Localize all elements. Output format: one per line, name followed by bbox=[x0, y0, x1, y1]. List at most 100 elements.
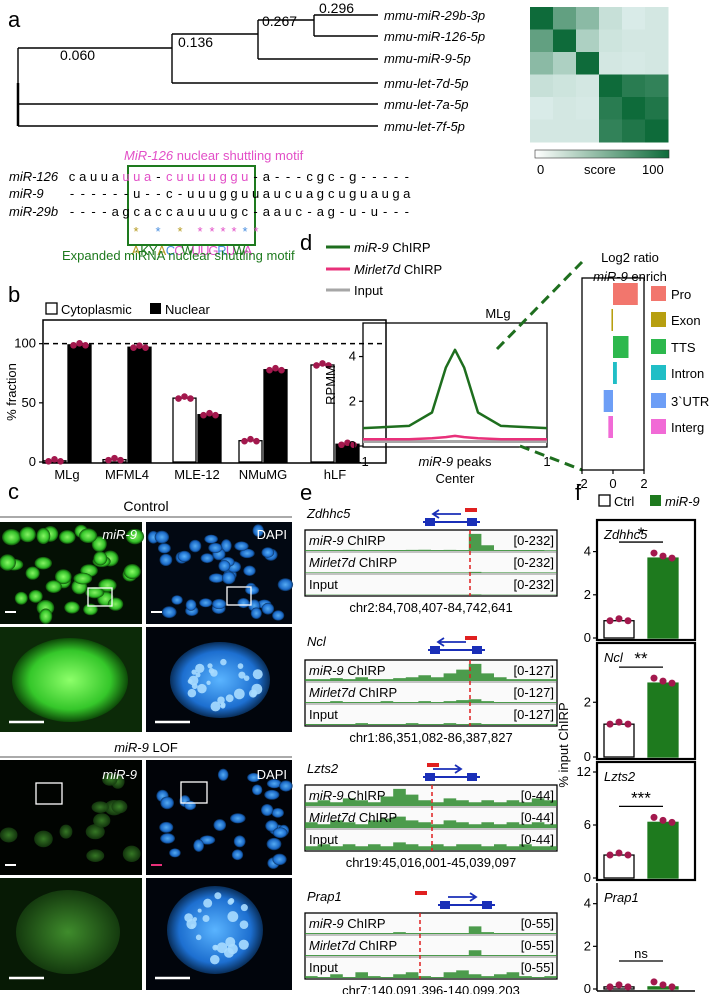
cell-nucleus bbox=[91, 801, 109, 814]
x-axis-label: miR-9 peaks bbox=[419, 454, 492, 469]
replicate-point bbox=[650, 978, 658, 986]
enrichment-bar bbox=[608, 416, 613, 438]
sequence-char: a bbox=[403, 186, 411, 201]
conservation-star: * bbox=[253, 224, 258, 239]
legend-swatch bbox=[651, 365, 666, 380]
subplot-gene: Zdhhc5 bbox=[603, 527, 648, 542]
enrichment-bar bbox=[603, 390, 613, 412]
heatmap-cell bbox=[553, 7, 577, 30]
cell-nucleus bbox=[193, 839, 204, 852]
x-category-label: hLF bbox=[324, 467, 346, 482]
x-category-label: MFML4 bbox=[105, 467, 149, 482]
replicate-point bbox=[272, 364, 279, 372]
cell-nucleus bbox=[85, 586, 105, 599]
sequence-char: - bbox=[405, 204, 409, 219]
cell-nucleus bbox=[122, 845, 141, 863]
zoom-box bbox=[180, 781, 208, 804]
chromocenter bbox=[240, 904, 248, 912]
replicate-point bbox=[200, 411, 207, 419]
track-range: [0-232] bbox=[514, 577, 554, 592]
sequence-char: a bbox=[263, 169, 271, 184]
conservation-stars: * * * * * * * * * bbox=[133, 224, 258, 239]
qpcr-subplot-prap1: 0 2 4 Prap1 ns bbox=[584, 883, 695, 994]
zoom-box bbox=[35, 782, 63, 805]
dendrogram bbox=[17, 14, 378, 127]
replicate-point bbox=[278, 366, 285, 374]
cell-nucleus bbox=[159, 553, 173, 567]
cell-nucleus bbox=[58, 530, 76, 544]
seq-name: miR-9 bbox=[9, 186, 44, 201]
sequence-char: a bbox=[112, 169, 120, 184]
consensus-char: A bbox=[157, 243, 166, 258]
heatmap-cell bbox=[645, 29, 669, 53]
colorbar bbox=[534, 149, 670, 159]
cell-nucleus bbox=[83, 603, 98, 616]
sequence-char: - bbox=[113, 186, 117, 201]
micrograph-control-mir9: miR-9 bbox=[0, 522, 145, 625]
sequence-char: u bbox=[198, 169, 205, 184]
sequence-char: a bbox=[112, 204, 120, 219]
coverage-track bbox=[305, 970, 557, 978]
similarity-heatmap bbox=[530, 7, 669, 143]
coverage-track bbox=[305, 926, 557, 934]
sequence-char: u bbox=[241, 169, 248, 184]
conservation-star: * bbox=[155, 224, 160, 239]
cell-nucleus bbox=[102, 772, 118, 786]
chromocenter bbox=[184, 913, 193, 922]
sequence-char: u bbox=[338, 186, 345, 201]
replicate-point bbox=[130, 344, 137, 352]
sequence-char: - bbox=[275, 169, 279, 184]
branch-length: 0.136 bbox=[178, 34, 213, 50]
y-tick-label: 0 bbox=[584, 630, 591, 645]
zoom-box bbox=[226, 586, 252, 606]
cell-nucleus bbox=[218, 560, 231, 572]
cell-nucleus bbox=[233, 835, 246, 848]
legend-label: Interg bbox=[671, 420, 704, 435]
replicate-point bbox=[624, 983, 632, 991]
legend-swatch bbox=[651, 393, 666, 408]
cell-nucleus bbox=[177, 550, 192, 562]
sequence-char: - bbox=[91, 204, 95, 219]
y-tick-label: 0 bbox=[584, 870, 591, 885]
chromocenter bbox=[228, 898, 235, 904]
sequence-char: - bbox=[383, 169, 387, 184]
sequence-char: - bbox=[361, 169, 365, 184]
sequence-char: u bbox=[252, 186, 259, 201]
bar-cytoplasmic bbox=[172, 397, 197, 463]
sequence-char: a bbox=[144, 169, 152, 184]
sequence-char: g bbox=[328, 204, 335, 219]
subplot-gene: Prap1 bbox=[604, 890, 639, 905]
heatmap-cell bbox=[599, 74, 623, 98]
sequence-char: - bbox=[307, 204, 311, 219]
heatmap-cell bbox=[622, 52, 646, 75]
cell-nucleus bbox=[261, 547, 275, 558]
colorbar-label: score bbox=[584, 162, 616, 177]
y-tick-label: 6 bbox=[584, 817, 591, 832]
micrograph-lof-mir9: miR-9 bbox=[0, 760, 142, 875]
cell-nucleus bbox=[199, 835, 216, 845]
cell-nucleus bbox=[79, 528, 98, 544]
sequence-char: u bbox=[187, 186, 194, 201]
consensus-char: W bbox=[181, 243, 194, 258]
cell-nucleus bbox=[265, 820, 279, 832]
motif-box bbox=[127, 165, 256, 246]
exon bbox=[467, 773, 477, 781]
micrograph-background bbox=[146, 760, 292, 875]
line-legend: miR-9 ChIRP Mirlet7d ChIRP Input bbox=[326, 240, 442, 298]
heatmap-cell bbox=[645, 97, 669, 120]
sequence-char: a bbox=[274, 204, 282, 219]
cell-nucleus bbox=[250, 607, 262, 620]
heatmap-cell bbox=[599, 52, 623, 75]
cell-nucleus bbox=[54, 569, 72, 585]
metaplot-line bbox=[363, 434, 547, 441]
primer-marker bbox=[415, 891, 427, 895]
chromocenter bbox=[197, 683, 207, 694]
branch-length: 0.267 bbox=[262, 13, 297, 29]
track-range: [0-55] bbox=[521, 916, 554, 931]
x-category-label: MLg bbox=[54, 467, 79, 482]
leaf-labels: mmu-miR-29b-3p mmu-miR-126-5p mmu-miR-9-… bbox=[384, 8, 485, 134]
cell-nucleus bbox=[230, 813, 246, 824]
sequence-char: - bbox=[286, 169, 290, 184]
gene-name: Zdhhc5 bbox=[306, 506, 351, 521]
